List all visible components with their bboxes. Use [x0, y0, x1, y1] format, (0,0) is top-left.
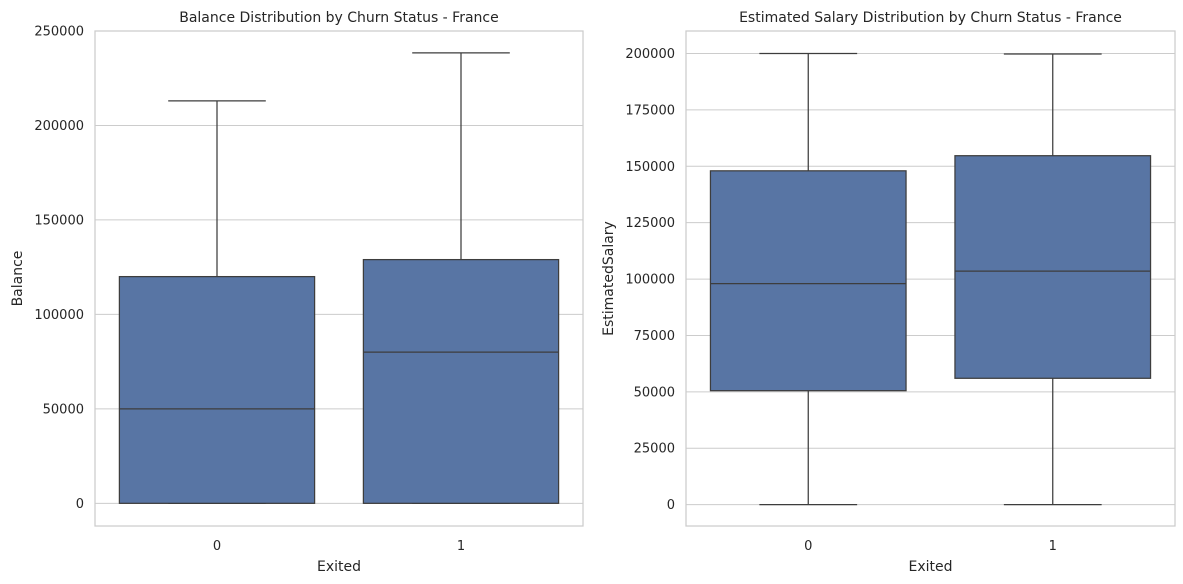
y-tick-label: 200000	[34, 119, 84, 134]
y-tick-label: 100000	[625, 273, 675, 288]
box-1	[362, 52, 560, 504]
y-tick-label: 25000	[634, 442, 675, 457]
x-axis-label: Exited	[908, 559, 952, 575]
y-tick-label: 75000	[634, 329, 675, 344]
box-iqr	[709, 170, 907, 392]
x-tick-label: 1	[457, 539, 465, 554]
y-tick-label: 200000	[625, 47, 675, 62]
y-tick-label: 50000	[43, 402, 84, 417]
y-tick-label: 150000	[625, 160, 675, 175]
y-axis-label: EstimatedSalary	[601, 221, 617, 336]
y-tick-label: 175000	[625, 103, 675, 118]
box-0	[709, 52, 907, 506]
y-tick-label: 250000	[34, 25, 84, 40]
x-tick-label: 0	[804, 539, 812, 554]
y-tick-label: 0	[76, 497, 84, 512]
plot-frame	[685, 30, 1176, 527]
box-0	[118, 100, 316, 504]
box-iqr	[954, 155, 1152, 379]
chart-title: Estimated Salary Distribution by Churn S…	[739, 10, 1122, 26]
x-tick-label: 0	[213, 539, 221, 554]
y-axis-label: Balance	[10, 251, 26, 307]
box-iqr	[362, 258, 560, 504]
chart-panel-0: 0 50000 100000 150000 200000 250000 0 1 Balance …	[10, 10, 584, 575]
y-tick-label: 0	[667, 498, 675, 513]
x-axis-label: Exited	[317, 559, 361, 575]
chart-title: Balance Distribution by Churn Status - F…	[179, 10, 499, 26]
box-1	[954, 53, 1152, 506]
plot-frame	[94, 30, 584, 527]
chart-panel-1: 0 25000 50000 75000 100000 125000 150000 175000…	[601, 10, 1176, 575]
box-iqr	[118, 275, 316, 504]
y-tick-label: 50000	[634, 385, 675, 400]
y-tick-label: 100000	[34, 308, 84, 323]
x-tick-label: 1	[1049, 539, 1057, 554]
y-tick-label: 150000	[34, 213, 84, 228]
y-tick-label: 125000	[625, 216, 675, 231]
